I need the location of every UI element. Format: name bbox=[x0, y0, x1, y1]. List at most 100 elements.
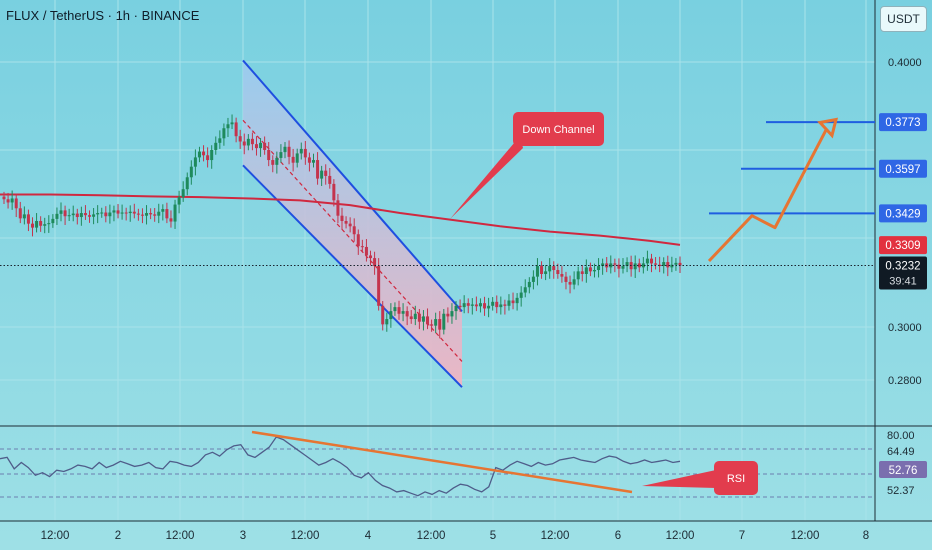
candle-body bbox=[328, 175, 332, 184]
rsi-callout[interactable] bbox=[714, 461, 758, 495]
candle-body bbox=[267, 149, 271, 161]
candle-body bbox=[495, 301, 499, 308]
candle-body bbox=[649, 258, 653, 264]
candle-body bbox=[483, 303, 487, 309]
candle-body bbox=[369, 255, 373, 259]
price-tick-label: 0.4000 bbox=[888, 57, 922, 69]
candle-body bbox=[617, 264, 621, 269]
time-tick-label: 5 bbox=[490, 530, 496, 542]
price-axis[interactable]: 0.4000 0.3000 0.2800 0.3773 0.3597 0.3429 0.33… bbox=[879, 57, 927, 387]
candle-body bbox=[149, 213, 153, 215]
time-tick-label: 8 bbox=[863, 530, 869, 542]
symbol-title[interactable]: FLUX / TetherUS · 1h · BINANCE bbox=[6, 8, 200, 23]
candle-body bbox=[259, 142, 263, 149]
time-tick-label: 4 bbox=[365, 530, 372, 542]
candle-body bbox=[491, 301, 495, 306]
candle-body bbox=[230, 122, 234, 125]
candle-body bbox=[662, 262, 666, 267]
price-label-target-1-bg bbox=[879, 204, 927, 223]
candle-body bbox=[458, 305, 462, 308]
projection-arrow[interactable] bbox=[707, 129, 828, 263]
time-tick-label: 2 bbox=[115, 530, 121, 542]
candle-body bbox=[51, 218, 55, 224]
candle-body bbox=[18, 208, 22, 219]
candle-body bbox=[75, 213, 79, 218]
candle-body bbox=[79, 213, 83, 218]
candle-body bbox=[385, 319, 389, 325]
candle-body bbox=[658, 264, 662, 267]
candle-body bbox=[320, 170, 324, 179]
candle-body bbox=[519, 292, 523, 298]
candle-body bbox=[165, 209, 169, 219]
candle-body bbox=[613, 263, 617, 265]
candle-body bbox=[580, 271, 584, 274]
candle-body bbox=[674, 262, 678, 265]
time-tick-label: 12:00 bbox=[41, 530, 70, 542]
candle-body bbox=[633, 263, 637, 270]
rsi-trendline[interactable] bbox=[251, 430, 633, 494]
time-tick-label: 12:00 bbox=[541, 530, 570, 542]
candle-body bbox=[344, 221, 348, 224]
candle-body bbox=[55, 213, 59, 219]
candle-body bbox=[210, 149, 214, 161]
candle-body bbox=[83, 213, 87, 216]
candle-body bbox=[592, 270, 596, 272]
candle-body bbox=[535, 266, 539, 277]
down-channel-callout[interactable] bbox=[513, 112, 604, 146]
candle-body bbox=[311, 160, 315, 163]
candle-body bbox=[421, 316, 425, 322]
time-tick-label: 12:00 bbox=[291, 530, 320, 542]
currency-button[interactable]: USDT bbox=[880, 6, 927, 32]
candle-body bbox=[572, 279, 576, 285]
candle-body bbox=[63, 210, 67, 217]
candle-body bbox=[540, 266, 544, 274]
candle-body bbox=[641, 263, 645, 268]
candle-body bbox=[303, 148, 307, 158]
candles bbox=[2, 114, 682, 339]
candle-body bbox=[450, 311, 454, 317]
candle-body bbox=[128, 211, 132, 214]
candle-body bbox=[564, 276, 568, 282]
candle-body bbox=[666, 262, 670, 268]
candle-body bbox=[544, 271, 548, 274]
candle-body bbox=[35, 221, 39, 228]
candle-body bbox=[373, 258, 377, 267]
candle-body bbox=[14, 198, 18, 209]
candle-body bbox=[401, 311, 405, 314]
candle-body bbox=[381, 305, 385, 325]
time-tick-label: 7 bbox=[739, 530, 745, 542]
candle-body bbox=[193, 157, 197, 167]
rsi-axis: 80.00 64.49 52.76 52.37 bbox=[879, 430, 927, 497]
candle-body bbox=[515, 297, 519, 304]
candle-body bbox=[499, 304, 503, 308]
down-channel[interactable] bbox=[242, 59, 463, 388]
candle-body bbox=[531, 276, 535, 282]
candle-body bbox=[67, 215, 71, 217]
candle-body bbox=[597, 266, 601, 271]
candle-body bbox=[88, 215, 92, 217]
candle-body bbox=[226, 124, 230, 129]
candle-body bbox=[584, 267, 588, 274]
candle-body bbox=[601, 263, 605, 267]
candle-body bbox=[295, 153, 299, 163]
candle-body bbox=[454, 305, 458, 312]
price-label-target-3: 0.3773 bbox=[885, 117, 920, 129]
candle-body bbox=[157, 211, 161, 216]
candle-body bbox=[364, 246, 368, 256]
candle-body bbox=[548, 266, 552, 272]
time-axis[interactable]: 12:00 2 12:00 3 12:00 4 12:00 5 12:00 6 12:00 7 12:0… bbox=[41, 530, 870, 542]
candle-body bbox=[6, 199, 10, 203]
time-tick-label: 6 bbox=[615, 530, 621, 542]
candle-body bbox=[352, 226, 356, 235]
candle-body bbox=[645, 258, 649, 264]
rsi-line bbox=[0, 436, 681, 497]
candle-body bbox=[283, 146, 287, 153]
candle-body bbox=[2, 196, 6, 200]
candle-body bbox=[523, 287, 527, 293]
candle-body bbox=[238, 136, 242, 142]
candle-body bbox=[336, 200, 340, 216]
candle-body bbox=[507, 300, 511, 306]
price-label-last-bg bbox=[879, 256, 927, 290]
candle-body bbox=[112, 210, 116, 213]
